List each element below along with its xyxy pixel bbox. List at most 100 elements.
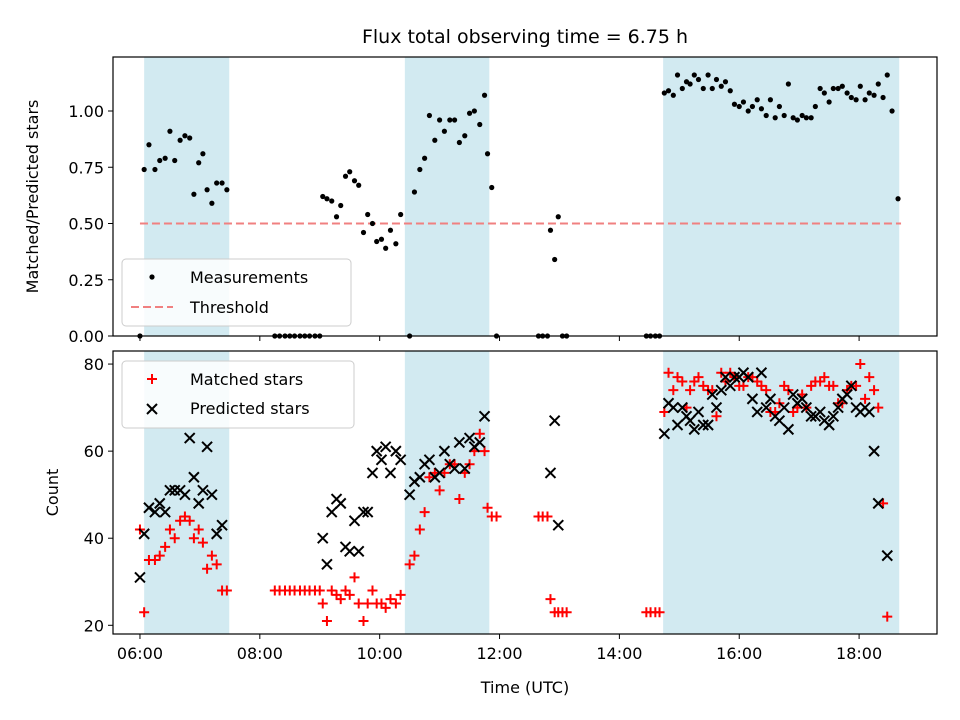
data-point	[827, 410, 840, 423]
y-tick-label: 0.50	[68, 215, 104, 234]
panel-counts: 20 40 60 80 06:00 08:00 10:00 12:00 14:00 16:00 18…	[43, 350, 938, 663]
data-point	[183, 432, 196, 444]
data-point	[154, 497, 166, 510]
data-point	[787, 388, 799, 401]
data-point	[434, 485, 445, 496]
data-point	[134, 571, 146, 584]
data-point	[210, 528, 223, 540]
data-point	[857, 83, 863, 89]
data-point	[348, 515, 361, 527]
data-point	[459, 462, 471, 475]
legend-label-measurements: Measurements	[190, 268, 308, 287]
data-point	[362, 598, 373, 609]
data-point	[882, 611, 893, 622]
data-point	[819, 372, 830, 383]
data-point	[869, 385, 880, 396]
data-point	[665, 88, 672, 94]
data-point	[772, 115, 778, 121]
data-point	[179, 488, 191, 501]
data-point	[800, 401, 813, 414]
data-point	[177, 137, 183, 143]
y-tick-label: 60	[84, 442, 104, 461]
data-point	[547, 227, 554, 233]
data-point	[698, 380, 709, 391]
data-point	[781, 112, 787, 119]
data-point	[456, 139, 462, 146]
data-point	[417, 166, 423, 173]
data-point	[853, 97, 859, 103]
data-point	[375, 454, 388, 466]
data-point	[477, 121, 483, 128]
data-point	[314, 585, 325, 596]
data-point	[685, 385, 696, 396]
legend-marker-matched	[147, 374, 157, 384]
data-point	[154, 550, 165, 561]
data-point	[776, 103, 782, 110]
data-point	[196, 160, 202, 166]
data-point	[335, 594, 346, 605]
data-point	[367, 585, 378, 596]
x-tick-label: 10:00	[357, 644, 403, 663]
data-point	[484, 151, 491, 157]
data-point	[187, 135, 193, 141]
data-point	[545, 594, 556, 605]
legend-label-predicted: Predicted stars	[190, 399, 310, 418]
data-point	[671, 419, 684, 431]
data-point	[414, 471, 426, 483]
data-point	[667, 401, 680, 414]
data-point	[206, 550, 217, 561]
data-point	[764, 393, 777, 405]
legend-marker-predicted	[146, 403, 158, 415]
y-axis-label: Matched/Predicted stars	[23, 100, 42, 294]
data-point	[552, 256, 558, 263]
legend-label-matched: Matched stars	[190, 370, 303, 389]
data-point	[821, 90, 827, 96]
data-point	[320, 193, 326, 200]
y-tick-label: 0.00	[68, 327, 104, 346]
data-point	[731, 101, 738, 107]
y-tick-label: 40	[84, 529, 104, 548]
data-point	[687, 81, 693, 87]
data-point	[214, 180, 220, 186]
data-point	[740, 99, 747, 105]
data-point	[668, 385, 679, 396]
data-point	[329, 198, 335, 204]
y-tick-label: 1.00	[68, 102, 104, 121]
data-point	[141, 166, 147, 173]
data-point	[745, 108, 751, 114]
data-point	[693, 372, 704, 383]
data-point	[724, 380, 736, 392]
data-point	[697, 419, 709, 431]
data-point	[862, 97, 868, 103]
data-point	[860, 393, 871, 404]
data-point	[544, 467, 557, 479]
data-point	[441, 128, 447, 134]
data-point	[755, 367, 768, 379]
data-point	[878, 498, 889, 509]
y-axis-label: Count	[43, 469, 62, 517]
data-point	[778, 401, 790, 414]
data-point	[471, 108, 477, 114]
data-point	[677, 376, 688, 387]
data-point	[722, 79, 729, 85]
data-point	[839, 83, 845, 89]
data-point	[369, 220, 376, 227]
data-point	[335, 497, 347, 510]
data-point	[679, 85, 685, 92]
data-point	[808, 115, 814, 121]
series-predicted-stars	[134, 367, 893, 584]
data-point	[191, 191, 197, 197]
data-point	[692, 406, 705, 418]
x-tick-label: 18:00	[836, 644, 882, 663]
data-point	[360, 229, 367, 236]
data-point	[796, 393, 808, 405]
data-point	[387, 227, 394, 233]
data-point	[138, 528, 150, 540]
data-point	[370, 445, 383, 457]
data-point	[719, 371, 732, 383]
data-point	[424, 472, 435, 483]
data-point	[152, 166, 158, 173]
data-point	[426, 112, 433, 119]
x-tick-label: 12:00	[476, 644, 522, 663]
data-point	[204, 187, 210, 193]
